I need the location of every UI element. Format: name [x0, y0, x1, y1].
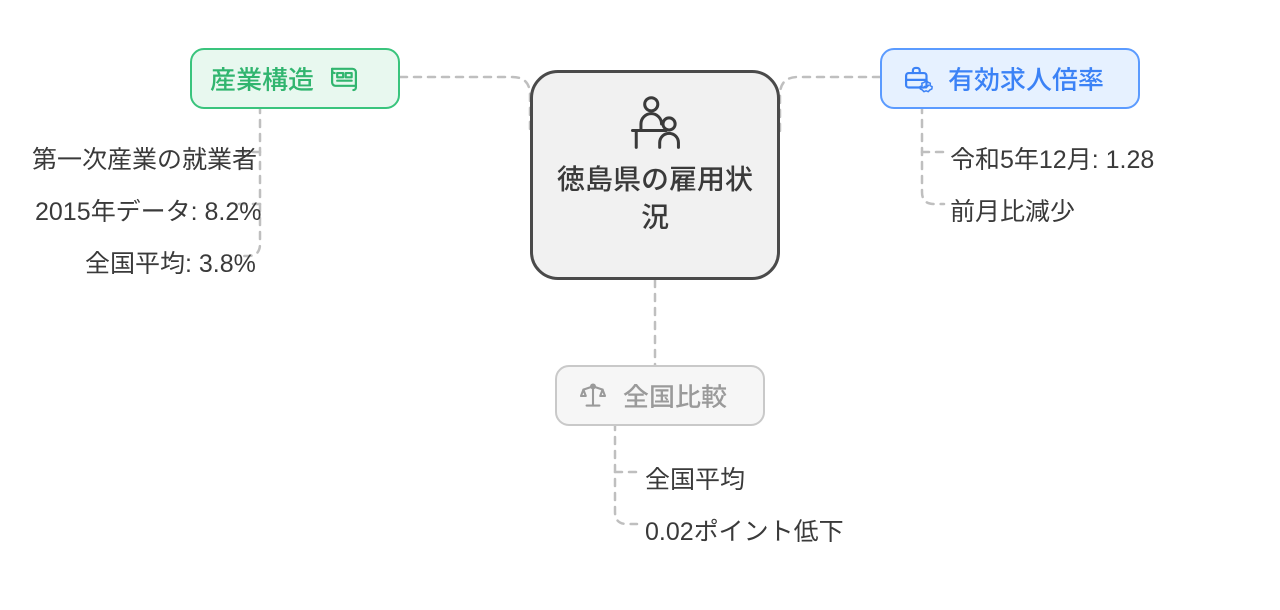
branch-compare-label: 全国比較 — [623, 377, 727, 414]
leaf-industry-1: 2015年データ: 8.2% — [35, 192, 262, 228]
branch-industry-label: 産業構造 — [210, 60, 314, 97]
leaf-industry-0: 第一次産業の就業者 — [32, 140, 257, 176]
leaf-ratio-1: 前月比減少 — [950, 192, 1075, 228]
leaf-compare-1: 0.02ポイント低下 — [645, 512, 844, 548]
center-node: 徳島県の雇用状況 — [530, 70, 780, 280]
branch-compare: 全国比較 — [555, 365, 765, 426]
branch-ratio: 有効求人倍率 — [880, 48, 1140, 109]
leaf-ratio-0: 令和5年12月: 1.28 — [950, 140, 1154, 176]
briefcase-check-icon — [900, 61, 936, 97]
center-label: 徳島県の雇用状況 — [557, 161, 753, 237]
branch-ratio-label: 有効求人倍率 — [948, 60, 1104, 97]
leaf-compare-0: 全国平均 — [645, 460, 745, 496]
branch-industry: 産業構造 — [190, 48, 400, 109]
reception-icon — [623, 91, 687, 155]
leaf-industry-2: 全国平均: 3.8% — [85, 244, 256, 280]
blueprint-icon — [326, 61, 362, 97]
scale-icon — [575, 378, 611, 414]
